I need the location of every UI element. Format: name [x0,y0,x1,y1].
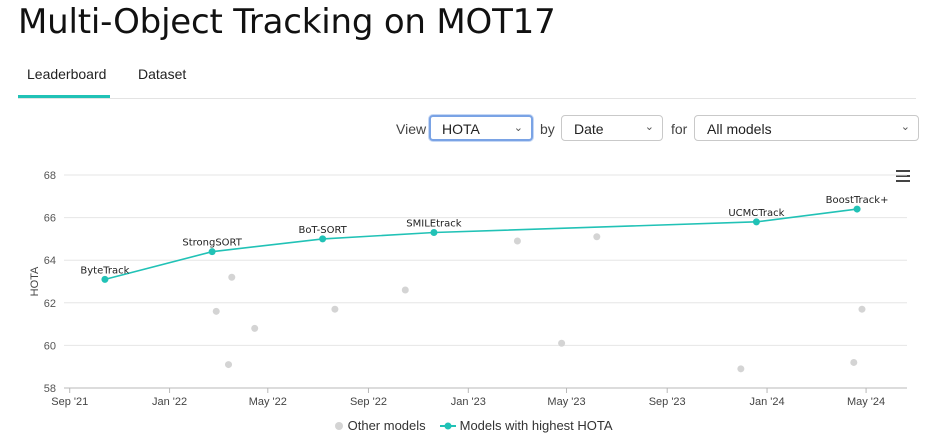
y-tick-label: 62 [44,298,56,310]
best-models-series: ByteTrack StrongSORT BoT-SORT SMILEtrack UCM… [80,195,888,283]
x-tick-label: May '22 [249,396,287,408]
y-tick-label: 68 [44,170,56,182]
legend-line-icon [440,422,456,430]
x-tick-label: Jan '23 [451,396,486,408]
y-axis: 58 60 62 64 66 68 HOTA [29,170,56,395]
data-label: SMILEtrack [406,219,461,230]
best-model-point [752,218,760,226]
x-tick-label: Sep '22 [350,396,387,408]
legend-best-models[interactable]: Models with highest HOTA [440,418,613,433]
other-models-series [212,233,866,373]
best-models-line [104,208,858,281]
x-tick-label: Sep '21 [51,396,88,408]
best-model-point [101,275,109,283]
view-label: View [396,121,427,137]
other-model-point [331,305,339,313]
best-model-point [853,205,861,213]
by-select[interactable]: Date ⌄ [561,115,663,141]
chevron-down-icon: ⌄ [644,121,654,133]
legend-other-label: Other models [347,418,426,433]
chart-legend: Other models Models with highest HOTA [0,418,935,436]
y-tick-label: 58 [44,383,56,395]
data-label: BoostTrack+ [826,195,889,206]
x-tick-label: May '23 [547,396,585,408]
other-model-point [858,305,866,313]
other-model-point [850,358,858,366]
chevron-down-icon: ⌄ [900,121,910,133]
data-label: ByteTrack [80,265,129,276]
data-label: StrongSORT [182,238,242,249]
x-tick-label: Jan '22 [152,396,187,408]
legend-dot-icon [335,422,343,430]
best-model-point [430,229,438,237]
for-select-value: All models [707,121,772,137]
other-model-point [212,307,220,315]
x-axis: Sep '21 Jan '22 May '22 Sep '22 Jan '23 May '… [51,388,885,408]
legend-other-models[interactable]: Other models [334,418,426,433]
other-model-point [513,237,521,245]
chart-grid [64,174,907,389]
data-label: UCMCTrack [728,208,784,219]
other-model-point [225,361,233,369]
active-tab-indicator [18,95,110,98]
y-tick-label: 64 [44,255,56,267]
chart-menu-icon[interactable] [896,170,910,182]
by-label: by [540,121,555,137]
chart-controls: View HOTA ⌄ by Date ⌄ for All models ⌄ [0,115,935,143]
page-title: Multi-Object Tracking on MOT17 [18,2,556,42]
y-tick-label: 60 [44,340,56,352]
by-select-value: Date [574,121,604,137]
best-model-point [208,248,216,256]
view-select-value: HOTA [442,121,480,137]
view-select[interactable]: HOTA ⌄ [429,115,533,141]
tab-dataset[interactable]: Dataset [138,66,187,82]
x-tick-label: Jan '24 [749,396,784,408]
x-tick-label: May '24 [847,396,885,408]
x-tick-label: Sep '23 [649,396,686,408]
other-model-point [401,286,409,294]
other-model-point [593,233,601,241]
data-label: BoT-SORT [298,225,347,236]
other-model-point [251,324,259,332]
y-axis-title: HOTA [29,266,41,296]
other-model-point [558,339,566,347]
for-select[interactable]: All models ⌄ [694,115,919,141]
chevron-down-icon: ⌄ [513,122,523,134]
best-model-point [319,235,327,243]
other-model-point [737,365,745,373]
legend-best-label: Models with highest HOTA [459,418,613,433]
tab-leaderboard[interactable]: Leaderboard [27,66,107,82]
for-label: for [671,121,688,137]
other-model-point [228,273,236,281]
y-tick-label: 66 [44,213,56,225]
tab-bar: Leaderboard Dataset [18,58,916,99]
